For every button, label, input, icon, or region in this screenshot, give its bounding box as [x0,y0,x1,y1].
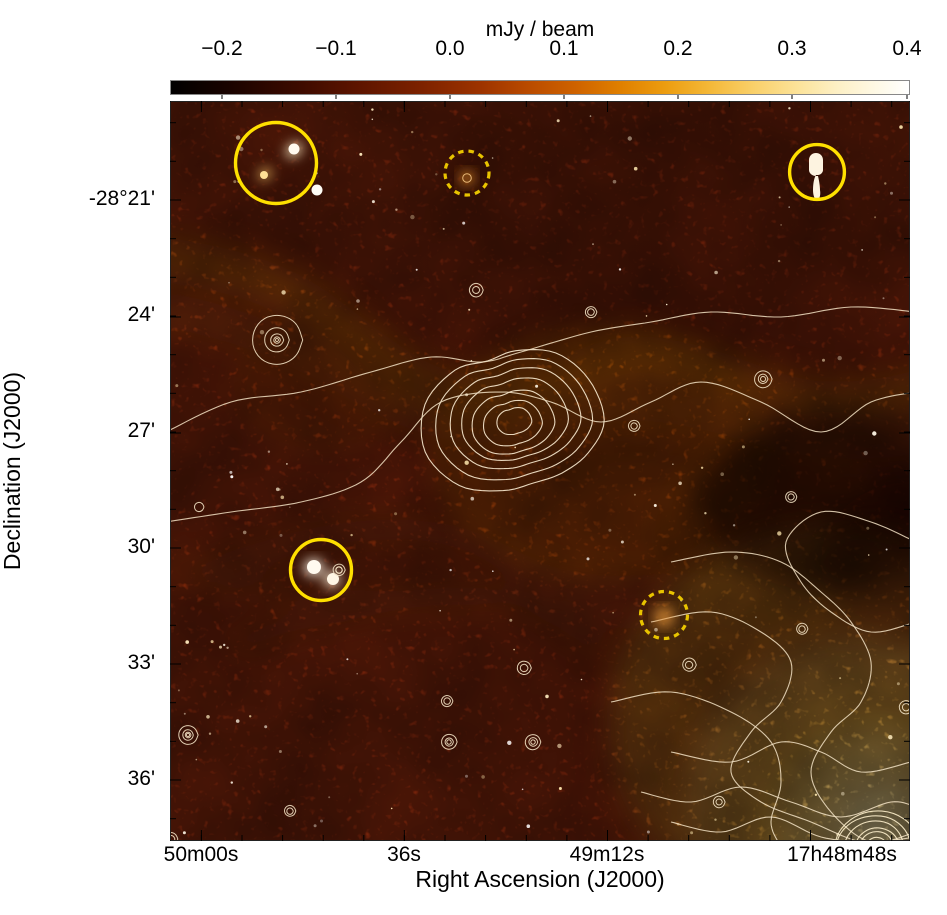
svg-text:-28°21': -28°21' [89,187,155,210]
svg-text:30': 30' [128,535,155,558]
svg-text:36': 36' [128,767,155,790]
svg-text:0.0: 0.0 [435,37,464,60]
svg-text:17h48m48s: 17h48m48s [787,843,897,866]
svg-text:27': 27' [128,419,155,442]
svg-text:24': 24' [128,303,155,326]
svg-text:50m00s: 50m00s [164,843,239,866]
svg-text:−0.1: −0.1 [315,37,356,60]
svg-text:−0.2: −0.2 [201,37,242,60]
svg-text:0.3: 0.3 [777,37,806,60]
svg-text:33': 33' [128,651,155,674]
svg-text:49m12s: 49m12s [570,843,645,866]
svg-text:0.2: 0.2 [663,37,692,60]
svg-text:0.1: 0.1 [549,37,578,60]
svg-text:0.4: 0.4 [892,37,922,60]
svg-text:36s: 36s [387,843,421,866]
